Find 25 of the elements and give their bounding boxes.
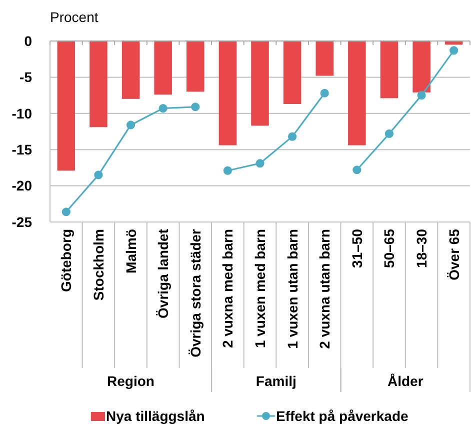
x-tick-label: 18–30: [414, 228, 430, 268]
x-tick-label: Malmö: [122, 229, 139, 274]
x-tick-label: Övriga stora städer: [187, 228, 204, 358]
y-tick-label: -15: [12, 142, 32, 158]
x-tick-label: 2 vuxna med barn: [220, 229, 236, 348]
y-tick-label: -10: [12, 105, 32, 122]
text: Familj: [256, 373, 296, 389]
x-tick-label: 50–65: [381, 228, 398, 268]
x-tick-label: Stockholm: [90, 229, 106, 301]
x-tick-label: 1 vuxen utan barn: [284, 229, 300, 349]
text: Region: [107, 373, 154, 389]
x-tick-label: Göteborg: [58, 229, 74, 292]
x-tick-label: 2 vuxna utan barn: [316, 229, 333, 349]
x-tick-label: 31–50: [348, 228, 365, 268]
y-tick-label: 0: [24, 32, 32, 49]
y-tick-label: -20: [12, 178, 32, 194]
x-tick-label: Över 65: [446, 228, 462, 280]
y-axis-title: Procent: [50, 9, 98, 25]
legend-label: Effekt på påverkade: [276, 408, 408, 424]
y-tick-label: -25: [12, 214, 32, 230]
y-tick-label: -5: [20, 69, 32, 86]
legend-label: Nya tilläggslån: [106, 408, 205, 424]
text: Ålder: [387, 373, 424, 389]
x-tick-label: 1 vuxen med barn: [252, 229, 268, 348]
x-tick-label: Övriga landet: [155, 228, 172, 318]
